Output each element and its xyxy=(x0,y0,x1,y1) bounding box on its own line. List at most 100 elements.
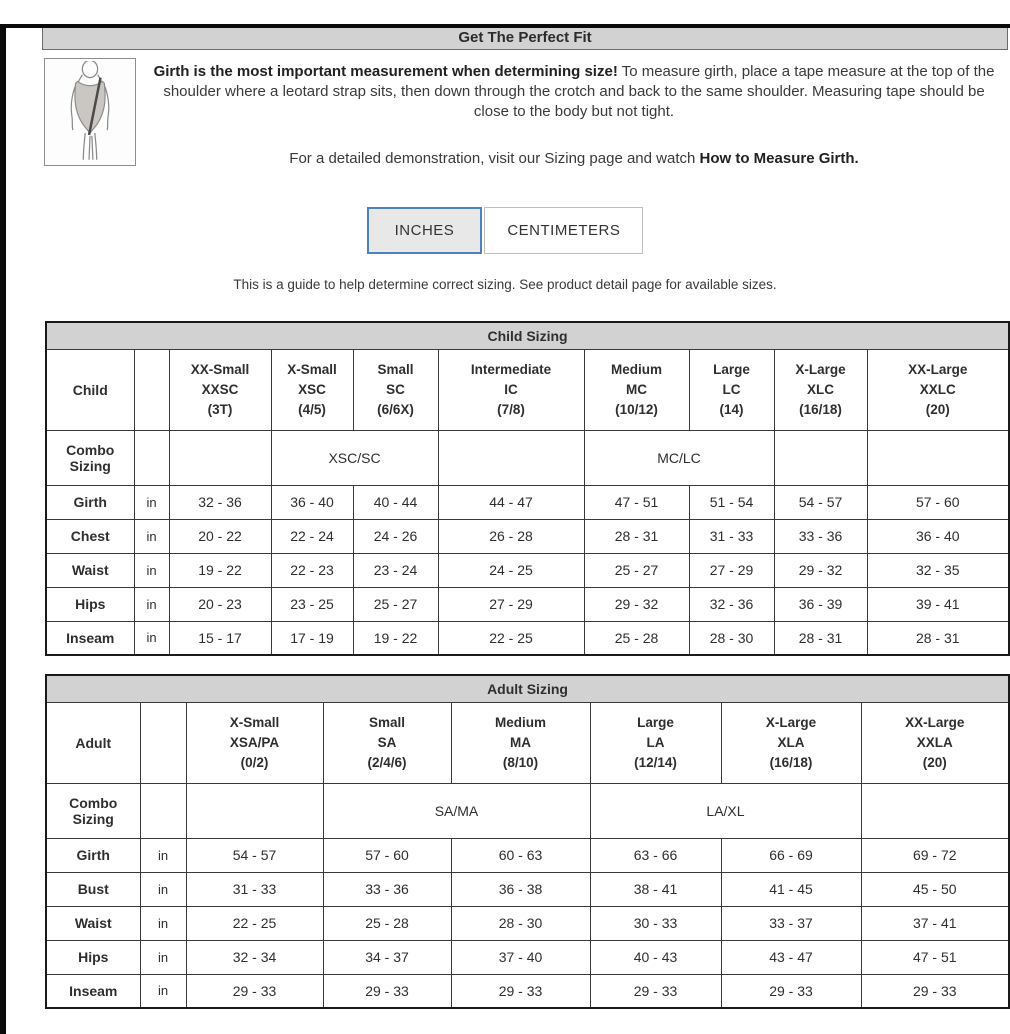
size-range: (16/18) xyxy=(769,754,813,770)
size-name: XX-Small xyxy=(190,361,250,377)
demo-line: For a detailed demonstration, visit our … xyxy=(146,150,1002,167)
unit-cell: in xyxy=(133,552,170,588)
value-cell: 63 - 66 xyxy=(589,837,722,873)
unit-cell: in xyxy=(139,837,187,873)
size-code: SC xyxy=(386,381,405,397)
value-cell: 29 - 32 xyxy=(773,552,868,588)
value-cell: 45 - 50 xyxy=(860,871,1010,907)
value-cell: 28 - 30 xyxy=(688,620,775,656)
intro-body-text: To measure girth, place a tape measure a… xyxy=(163,63,995,120)
value-cell: 26 - 28 xyxy=(437,518,585,554)
value-cell: 36 - 40 xyxy=(866,518,1010,554)
unit-cell: in xyxy=(133,620,170,656)
value-cell: 60 - 63 xyxy=(450,837,591,873)
value-cell: 34 - 37 xyxy=(322,939,452,975)
value-cell: 37 - 41 xyxy=(860,905,1010,941)
value-cell: 24 - 26 xyxy=(352,518,439,554)
value-cell: 17 - 19 xyxy=(270,620,354,656)
page-title: Get The Perfect Fit xyxy=(458,28,592,46)
value-cell: 36 - 39 xyxy=(773,586,868,622)
value-cell: 33 - 36 xyxy=(773,518,868,554)
row-label: Waist xyxy=(45,552,135,588)
value-cell: 28 - 31 xyxy=(866,620,1010,656)
column-header: Intermediate IC (7/8) xyxy=(437,348,585,431)
column-header: X-Large XLA (16/18) xyxy=(720,701,862,784)
combo-cell xyxy=(866,429,1010,486)
column-header: Large LC (14) xyxy=(688,348,775,431)
size-code: XXLC xyxy=(919,381,956,397)
size-code: LC xyxy=(722,381,741,397)
value-cell: 20 - 22 xyxy=(168,518,272,554)
value-cell: 28 - 31 xyxy=(773,620,868,656)
value-cell: 15 - 17 xyxy=(168,620,272,656)
size-name: X-Small xyxy=(229,714,280,730)
size-code: XSC xyxy=(298,381,326,397)
size-code: XLC xyxy=(807,381,834,397)
centimeters-button[interactable]: CENTIMETERS xyxy=(484,207,644,254)
value-cell: 32 - 36 xyxy=(688,586,775,622)
table-title: Child Sizing xyxy=(45,321,1010,350)
value-cell: 54 - 57 xyxy=(773,484,868,520)
value-cell: 23 - 24 xyxy=(352,552,439,588)
value-cell: 33 - 36 xyxy=(322,871,452,907)
value-cell: 31 - 33 xyxy=(688,518,775,554)
size-code: XLA xyxy=(777,734,805,750)
combo-cell xyxy=(168,429,272,486)
page-title-bar: Get The Perfect Fit xyxy=(42,24,1008,50)
value-cell: 25 - 27 xyxy=(352,586,439,622)
size-range: (20) xyxy=(925,401,950,417)
size-name: Intermediate xyxy=(470,361,552,377)
size-range: (20) xyxy=(922,754,947,770)
unit-column-header xyxy=(139,701,187,784)
column-header: XX-Large XXLC (20) xyxy=(866,348,1010,431)
unit-cell: in xyxy=(139,871,187,907)
value-cell: 28 - 30 xyxy=(450,905,591,941)
unit-cell: in xyxy=(139,939,187,975)
size-code: MA xyxy=(510,734,531,750)
combo-cell: XSC/SC xyxy=(270,429,439,486)
value-cell: 47 - 51 xyxy=(583,484,690,520)
row-label: Girth xyxy=(45,484,135,520)
value-cell: 38 - 41 xyxy=(589,871,722,907)
value-cell: 22 - 23 xyxy=(270,552,354,588)
unit-cell: in xyxy=(133,518,170,554)
size-code: MC xyxy=(626,381,647,397)
intro-text-column: Girth is the most important measurement … xyxy=(136,58,1008,167)
size-name: Small xyxy=(368,714,406,730)
size-name: X-Large xyxy=(765,714,817,730)
value-cell: 19 - 22 xyxy=(168,552,272,588)
size-code: XSA/PA xyxy=(229,734,280,750)
combo-label: Combo Sizing xyxy=(45,782,141,839)
value-cell: 39 - 41 xyxy=(866,586,1010,622)
row-label: Chest xyxy=(45,518,135,554)
row-label: Bust xyxy=(45,871,141,907)
combo-cell xyxy=(185,782,324,839)
value-cell: 22 - 25 xyxy=(437,620,585,656)
value-cell: 44 - 47 xyxy=(437,484,585,520)
value-cell: 29 - 33 xyxy=(860,973,1010,1009)
column-header: X-Small XSA/PA (0/2) xyxy=(185,701,324,784)
row-label: Hips xyxy=(45,939,141,975)
value-cell: 23 - 25 xyxy=(270,586,354,622)
value-cell: 36 - 40 xyxy=(270,484,354,520)
column-header: Medium MA (8/10) xyxy=(450,701,591,784)
column-header: Medium MC (10/12) xyxy=(583,348,690,431)
value-cell: 43 - 47 xyxy=(720,939,862,975)
inches-button[interactable]: INCHES xyxy=(366,207,483,254)
value-cell: 20 - 23 xyxy=(168,586,272,622)
size-name: Medium xyxy=(494,714,546,730)
value-cell: 25 - 28 xyxy=(322,905,452,941)
value-cell: 54 - 57 xyxy=(185,837,324,873)
value-cell: 29 - 32 xyxy=(583,586,690,622)
size-range: (4/5) xyxy=(298,401,326,417)
value-cell: 32 - 34 xyxy=(185,939,324,975)
size-name: X-Large xyxy=(795,361,846,377)
column-header: XX-Large XXLA (20) xyxy=(860,701,1010,784)
column-header: Large LA (12/14) xyxy=(589,701,722,784)
size-name: Large xyxy=(713,361,750,377)
unit-cell: in xyxy=(139,905,187,941)
size-name: Small xyxy=(377,361,414,377)
combo-label: Combo Sizing xyxy=(45,429,135,486)
row-group-label: Adult xyxy=(45,701,141,784)
size-name: Large xyxy=(637,714,674,730)
